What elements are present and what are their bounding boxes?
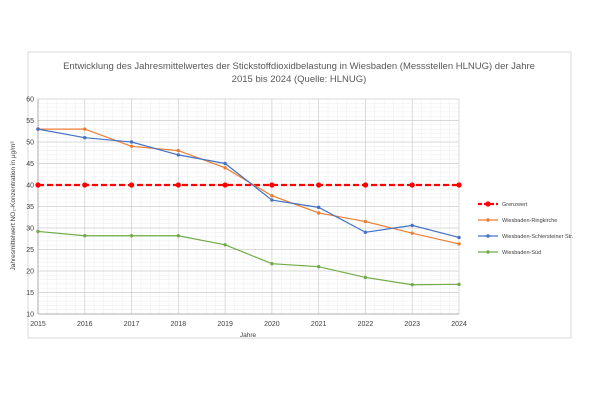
series-point-1	[223, 166, 227, 170]
y-tick-label: 35	[26, 204, 34, 211]
series-point-0	[222, 182, 228, 188]
series-point-2	[457, 235, 461, 240]
legend-marker-1	[486, 218, 490, 222]
series-point-0	[409, 182, 415, 188]
series-point-1	[457, 242, 461, 246]
series-line-3	[37, 230, 460, 286]
series-point-3	[36, 229, 40, 234]
y-tick-label: 25	[26, 247, 34, 254]
series-line-2	[37, 128, 460, 239]
series-point-0	[316, 182, 322, 188]
series-point-1	[176, 148, 181, 153]
series-point-0	[175, 182, 181, 188]
series-point-3	[83, 234, 87, 238]
series-point-3	[176, 234, 181, 238]
legend-marker-3	[486, 250, 490, 254]
x-tick-label: 2017	[124, 321, 140, 328]
y-tick-label: 45	[26, 161, 34, 168]
series-point-0	[128, 182, 135, 188]
series-point-3	[410, 283, 414, 287]
legend-marker-2	[486, 234, 490, 238]
series-point-2	[176, 153, 181, 157]
series-point-2	[129, 140, 134, 144]
series-point-2	[363, 230, 368, 234]
series-point-1	[316, 211, 321, 215]
y-tick-label: 60	[26, 97, 34, 104]
series-point-1	[83, 127, 87, 131]
series-point-3	[316, 265, 321, 269]
legend-label-3: Wiesbaden-Süd	[502, 250, 541, 256]
series-layer	[35, 127, 462, 287]
x-tick-label: 2015	[30, 321, 46, 328]
y-tick-label: 10	[26, 312, 34, 319]
series-point-1	[270, 194, 274, 198]
major-gridlines	[37, 98, 460, 315]
series-point-2	[36, 127, 40, 131]
series-point-0	[362, 182, 369, 188]
series-point-3	[270, 261, 274, 266]
series-point-3	[129, 234, 134, 238]
x-tick-label: 2024	[451, 321, 467, 328]
series-point-1	[410, 231, 414, 235]
x-tick-label: 2021	[311, 321, 327, 328]
y-tick-label: 40	[26, 183, 34, 190]
x-tick-label: 2023	[404, 321, 420, 328]
legend: Grenzwert Wiesbaden-Ringkirche Wiesbaden-S…	[478, 201, 574, 256]
chart-title-line-1: Entwicklung des Jahresmittelwertes der S…	[63, 61, 535, 72]
series-point-2	[316, 205, 321, 210]
series-point-1	[129, 144, 134, 148]
chart-title-line-2: 2015 bis 2024 (Quelle: HLNUG)	[232, 74, 367, 85]
y-tick-label: 30	[26, 226, 34, 233]
series-point-3	[457, 282, 461, 287]
y-tick-label: 50	[26, 140, 34, 147]
x-axis-ticks: 2015 2016 2017 2018 2019 2020 2021 2022 2023 2024	[30, 321, 467, 328]
series-point-2	[410, 223, 414, 228]
chart-area-border	[27, 51, 572, 339]
series-point-0	[456, 182, 462, 188]
x-tick-label: 2018	[171, 321, 187, 328]
y-tick-label: 20	[26, 269, 34, 276]
y-axis-label: Jahresmittelwert NO₂-Konzentration in µg…	[10, 141, 17, 271]
series-point-0	[269, 182, 275, 188]
legend-label-0: Grenzwert	[502, 202, 528, 208]
x-tick-label: 2020	[264, 321, 280, 328]
legend-label-2: Wiesbaden-Schiersteiner Str.	[502, 234, 574, 240]
series-point-2	[270, 198, 274, 202]
y-tick-label: 55	[26, 118, 34, 125]
x-tick-label: 2022	[358, 321, 374, 328]
series-point-1	[363, 219, 368, 224]
x-tick-label: 2016	[77, 321, 93, 328]
series-point-2	[223, 161, 227, 166]
series-point-0	[82, 182, 88, 188]
series-point-2	[83, 136, 87, 140]
x-tick-label: 2019	[217, 321, 233, 328]
y-axis-ticks: 10 15 20 25 30 35 40 45 50 55 60	[26, 97, 34, 319]
x-axis-label: Jahre	[240, 332, 257, 339]
series-point-3	[363, 275, 368, 280]
series-point-0	[35, 182, 41, 188]
legend-marker-0	[485, 201, 491, 207]
series-point-3	[223, 243, 227, 247]
legend-label-1: Wiesbaden-Ringkirche	[502, 218, 557, 224]
y-tick-label: 15	[26, 290, 34, 297]
